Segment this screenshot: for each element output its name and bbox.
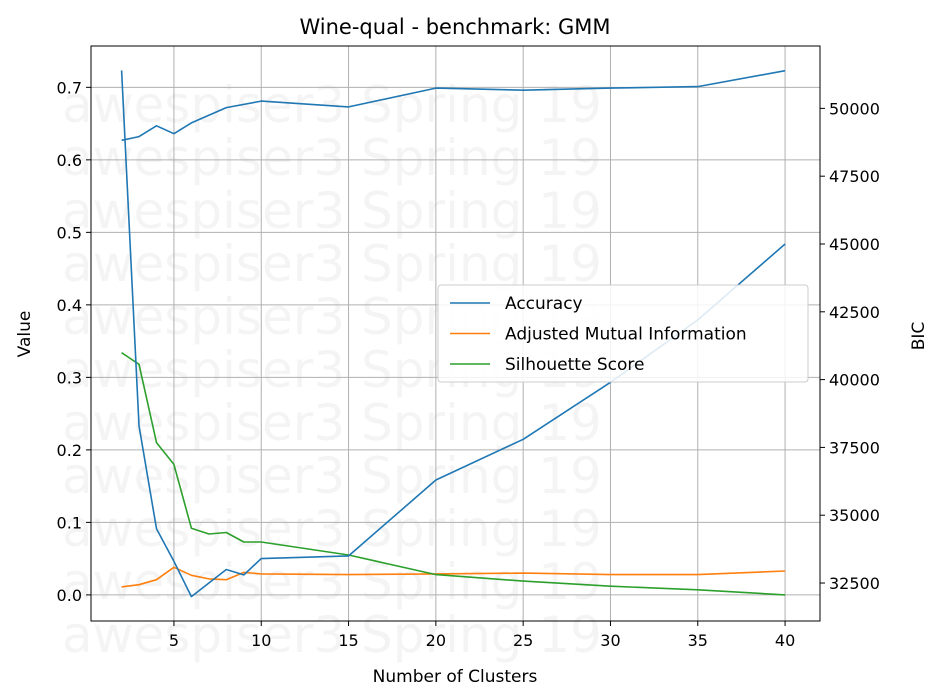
grid xyxy=(91,46,820,621)
y-tick-label: 0.1 xyxy=(57,513,82,532)
legend-label: Accuracy xyxy=(505,294,583,314)
watermark-text: awespiser3 Spring 19 xyxy=(62,394,602,452)
y2-tick-label: 32500 xyxy=(829,574,880,593)
y2-tick-label: 50000 xyxy=(829,99,880,118)
y-tick-label: 0.6 xyxy=(57,151,82,170)
y2-tick-label: 42500 xyxy=(829,303,880,322)
y-axis-left: 0.0 0.1 0.2 0.3 0.4 0.5 0.6 0.7 xyxy=(57,78,91,605)
legend-label: Adjusted Mutual Information xyxy=(505,325,747,345)
x-tick-label: 15 xyxy=(338,631,358,650)
y-tick-label: 0.7 xyxy=(57,78,82,97)
x-tick-label: 20 xyxy=(426,631,446,650)
x-axis: 5 10 15 20 25 30 35 40 xyxy=(169,621,795,650)
y2-tick-label: 45000 xyxy=(829,235,880,254)
x-tick-label: 40 xyxy=(775,631,795,650)
watermark-text: awespiser3 Spring 19 xyxy=(62,447,602,505)
plot-frame xyxy=(90,45,821,622)
x-tick-label: 10 xyxy=(251,631,271,650)
watermark-text: awespiser3 Spring 19 xyxy=(62,553,602,611)
y-tick-label: 0.3 xyxy=(57,368,82,387)
series-line-silhouette-score xyxy=(121,352,786,596)
y2-tick-label: 37500 xyxy=(829,438,880,457)
series-line-adjusted-mutual-information xyxy=(121,566,786,588)
legend: Accuracy Adjusted Mutual Information Silho… xyxy=(437,284,809,383)
legend-box xyxy=(437,284,809,383)
legend-label: Silhouette Score xyxy=(505,355,644,375)
watermark-text: awespiser3 Spring 19 xyxy=(62,182,602,240)
x-tick-label: 25 xyxy=(513,631,533,650)
y-tick-label: 0.5 xyxy=(57,223,82,242)
chart-title: Wine-qual - benchmark: GMM xyxy=(299,15,610,39)
watermark-text: awespiser3 Spring 19 xyxy=(62,129,602,187)
watermark-text: awespiser3 Spring 19 xyxy=(62,606,602,664)
y-axis-label: Value xyxy=(15,311,35,358)
watermark-text: awespiser3 Spring 19 xyxy=(62,235,602,293)
x-axis-label: Number of Clusters xyxy=(373,667,538,687)
y2-tick-label: 35000 xyxy=(829,506,880,525)
x-tick-label: 35 xyxy=(688,631,708,650)
series-lines xyxy=(120,69,786,598)
x-tick-label: 5 xyxy=(169,631,179,650)
watermark-text: awespiser3 Spring 19 xyxy=(62,500,602,558)
x-tick-label: 30 xyxy=(600,631,620,650)
y2-axis-label: BIC xyxy=(909,322,929,351)
y2-tick-label: 47500 xyxy=(829,167,880,186)
series-line-accuracy xyxy=(121,69,786,142)
y-tick-label: 0.0 xyxy=(57,586,82,605)
y2-tick-label: 40000 xyxy=(829,371,880,390)
y-axis-right: 32500 35000 37500 40000 42500 45000 47500 50000 xyxy=(820,99,880,593)
y-tick-label: 0.2 xyxy=(57,441,82,460)
series-line-bic xyxy=(120,70,786,598)
y-tick-label: 0.4 xyxy=(57,296,82,315)
